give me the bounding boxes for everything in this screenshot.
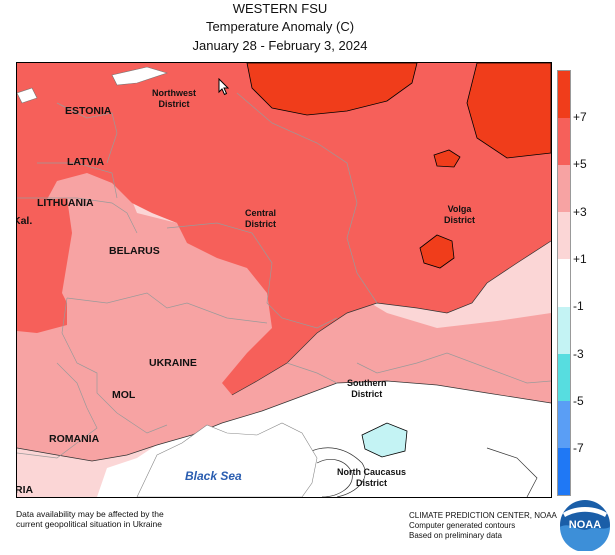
- map-title: WESTERN FSU: [232, 1, 328, 16]
- anomaly-plus5-zone: [17, 63, 551, 395]
- gulf-coast: [17, 87, 38, 104]
- anomaly-contours: [17, 63, 551, 497]
- label-volga-district: Volga District: [444, 204, 476, 225]
- legend-swatch: [558, 165, 570, 213]
- anomaly-core-north: [246, 63, 418, 116]
- availability-note: Data availability may be affected by the…: [16, 509, 164, 529]
- anomaly-core-volga: [419, 234, 455, 269]
- legend-tick: -7: [573, 441, 584, 455]
- cursor-icon: [218, 78, 230, 96]
- legend-tick: -3: [573, 347, 584, 361]
- label-central-district: Central District: [245, 208, 277, 229]
- anomaly-map: ESTONIA LATVIA LITHUANIA Kal. BELARUS UK…: [16, 62, 552, 498]
- black-sea: [136, 422, 318, 497]
- label-bulgaria: RIA: [16, 484, 34, 496]
- legend-tick: +1: [573, 252, 587, 266]
- legend-swatch: [558, 71, 570, 119]
- legend-tick: -5: [573, 394, 584, 408]
- contour-lines: [17, 240, 551, 497]
- legend-swatch: [558, 400, 570, 448]
- noaa-logo: NOAA: [560, 500, 610, 551]
- legend-swatch: [558, 353, 570, 401]
- anomaly-baltic-zone: [17, 198, 72, 303]
- label-southern-district: Southern District: [347, 378, 387, 399]
- label-ukraine: UKRAINE: [149, 357, 197, 369]
- label-latvia: LATVIA: [67, 156, 105, 168]
- anomaly-core-northeast: [466, 63, 551, 159]
- color-legend: [557, 70, 571, 496]
- legend-tick: -1: [573, 299, 584, 313]
- borders: [17, 92, 551, 459]
- credit-text: CLIMATE PREDICTION CENTER, NOAA Computer…: [409, 511, 557, 540]
- gulf-of-finland: [111, 66, 168, 86]
- legend-swatch: [558, 447, 570, 495]
- cold-pocket-caucasus: [361, 422, 408, 458]
- date-range: January 28 - February 3, 2024: [192, 38, 368, 53]
- label-moldova: MOL: [112, 389, 136, 401]
- label-black-sea: Black Sea: [185, 469, 242, 483]
- svg-text:NOAA: NOAA: [569, 519, 601, 531]
- label-lithuania: LITHUANIA: [37, 197, 94, 209]
- label-north-caucasus-district: North Caucasus District: [337, 467, 407, 488]
- legend-swatch: [558, 118, 570, 166]
- legend-swatch: [558, 306, 570, 354]
- label-belarus: BELARUS: [109, 245, 160, 257]
- label-romania: ROMANIA: [49, 433, 100, 445]
- anomaly-core-small: [433, 149, 461, 168]
- legend-swatch: [558, 259, 570, 307]
- label-kaliningrad: Kal.: [17, 215, 33, 227]
- legend-tick: +5: [573, 157, 587, 171]
- legend-swatch: [558, 212, 570, 260]
- label-northwest-district: Northwest District: [152, 88, 197, 109]
- map-subtitle: Temperature Anomaly (C): [205, 19, 355, 34]
- label-estonia: ESTONIA: [65, 105, 112, 117]
- legend-tick: +7: [573, 110, 587, 124]
- legend-tick: +3: [573, 205, 587, 219]
